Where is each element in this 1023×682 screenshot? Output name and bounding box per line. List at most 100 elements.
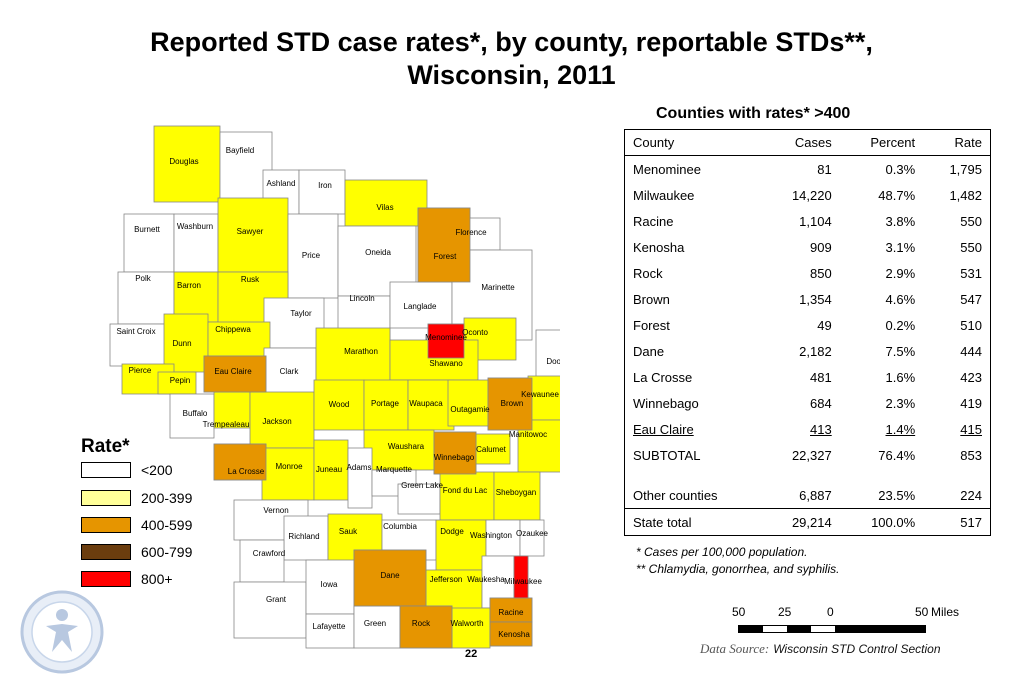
county-label: Ashland (267, 179, 296, 188)
county-label: Iowa (321, 580, 338, 589)
county-label: Green Lake (401, 481, 443, 490)
cell-cases: 2,182 (799, 343, 832, 359)
county-label: Dodge (440, 527, 464, 536)
county-iron (298, 169, 346, 215)
county-label: La Crosse (228, 467, 265, 476)
subtotal-row: SUBTOTAL 22,327 76.4% 853 (625, 442, 991, 468)
cell-cases: 909 (810, 239, 832, 255)
cell-cases: 29,214 (763, 508, 840, 536)
county-label: Florence (455, 228, 487, 237)
cell-rate: 415 (960, 421, 982, 437)
table-title: Counties with rates* >400 (656, 105, 851, 122)
table-row: Winnebago 684 2.3% 419 (625, 390, 991, 416)
county-label: Clark (280, 367, 300, 376)
cell-cases: 6,887 (799, 487, 832, 503)
county-douglas (153, 125, 221, 203)
scale-label-0: 0 (827, 605, 834, 619)
county-walworth (451, 607, 491, 649)
county-label: Waukesha (467, 575, 505, 584)
county-highlight-la-crosse (213, 443, 267, 481)
table-row: Menominee 81 0.3% 1,795 (625, 156, 991, 183)
cell-cases: 1,104 (799, 213, 832, 229)
table-row: Dane 2,182 7.5% 444 (625, 338, 991, 364)
table-row: Rock 850 2.9% 531 (625, 260, 991, 286)
county-label: Columbia (383, 522, 417, 531)
scale-label-50: 50 (732, 605, 746, 619)
footnote-stds: ** Chlamydia, gonorrhea, and syphilis. (636, 562, 840, 576)
cell-county: Winnebago (633, 395, 699, 411)
county-jefferson (425, 569, 483, 611)
legend-label: 800+ (141, 571, 173, 587)
title-line-2: Wisconsin, 2011 (407, 60, 616, 90)
county-highlight-eau-claire (203, 355, 267, 393)
county-label: Racine (499, 608, 524, 617)
cell-rate: 550 (960, 239, 982, 255)
county-label: Forest (434, 252, 457, 261)
cell-percent: 23.5% (878, 487, 916, 503)
header-county: County (624, 129, 764, 156)
cell-cases: 1,354 (799, 291, 832, 307)
county-highlight-brown (487, 377, 533, 431)
cell-percent: 3.8% (885, 213, 916, 229)
county-label: Trempealeau (203, 420, 250, 429)
county-label: Oneida (365, 248, 391, 257)
data-source-value: Wisconsin STD Control Section (773, 642, 941, 656)
cell-percent: 48.7% (878, 187, 916, 203)
cell-county: Milwaukee (633, 187, 695, 203)
county-saint-croix (109, 323, 171, 367)
rates-table: County Cases Percent Rate Menominee 81 0.3… (624, 129, 991, 536)
county-dodge (435, 519, 487, 571)
county-label: Eau Claire (214, 367, 252, 376)
county-label: Door (546, 357, 560, 366)
cell-cases: 481 (810, 369, 832, 385)
county-washington (485, 519, 521, 557)
county-label: Dane (380, 571, 400, 580)
county-label: Waushara (388, 442, 425, 451)
cell-cases: 49 (817, 317, 832, 333)
scale-label-50-right: 50 (915, 605, 929, 619)
cell-county: Racine (633, 213, 674, 229)
county-highlight-rock (399, 605, 453, 649)
cell-rate: 419 (960, 395, 982, 411)
county-label: Lincoln (349, 294, 374, 303)
county-label: Saint Croix (116, 327, 155, 336)
county-ozaukee (519, 519, 545, 557)
title-line-1: Reported STD case rates*, by county, rep… (150, 27, 873, 57)
cell-percent: 1.6% (885, 369, 916, 385)
cell-percent: 7.5% (885, 343, 916, 359)
cell-county: Brown (633, 291, 670, 307)
cell-cases: 684 (810, 395, 832, 411)
legend-item: 200-399 (81, 489, 192, 507)
header-rate: Rate (923, 129, 991, 156)
county-label: Walworth (450, 619, 483, 628)
legend-swatch (81, 462, 131, 478)
county-buffalo (169, 393, 215, 439)
cell-percent: 100.0% (839, 508, 924, 536)
county-label: Jackson (262, 417, 291, 426)
cell-percent: 1.4% (885, 421, 916, 437)
county-label: Manitowoc (509, 430, 547, 439)
county-door (535, 329, 560, 379)
county-label: Sheboygan (496, 488, 536, 497)
county-label: Waupaca (409, 399, 443, 408)
cell-rate: 1,482 (949, 187, 982, 203)
county-label: Portage (371, 399, 400, 408)
cell-percent: 3.1% (885, 239, 916, 255)
county-highlight-menominee (427, 323, 465, 359)
header-percent: Percent (839, 129, 924, 156)
cell-county: SUBTOTAL (633, 447, 701, 463)
cell-rate: 444 (960, 343, 982, 359)
county-sawyer (217, 197, 289, 273)
table-spacer (625, 468, 991, 482)
county-highlight-forest (417, 207, 471, 283)
county-dunn (163, 313, 209, 373)
footnotes: * Cases per 100,000 population. ** Chlam… (636, 544, 839, 578)
county-fond-du-lac (439, 471, 495, 521)
cell-county: Other counties (633, 487, 718, 503)
cell-county: Rock (633, 265, 663, 281)
county-label: Chippewa (215, 325, 251, 334)
legend-item: 800+ (81, 570, 173, 588)
page-number: 22 (465, 648, 478, 660)
legend-swatch (81, 571, 131, 587)
cell-rate: 1,795 (949, 161, 982, 177)
